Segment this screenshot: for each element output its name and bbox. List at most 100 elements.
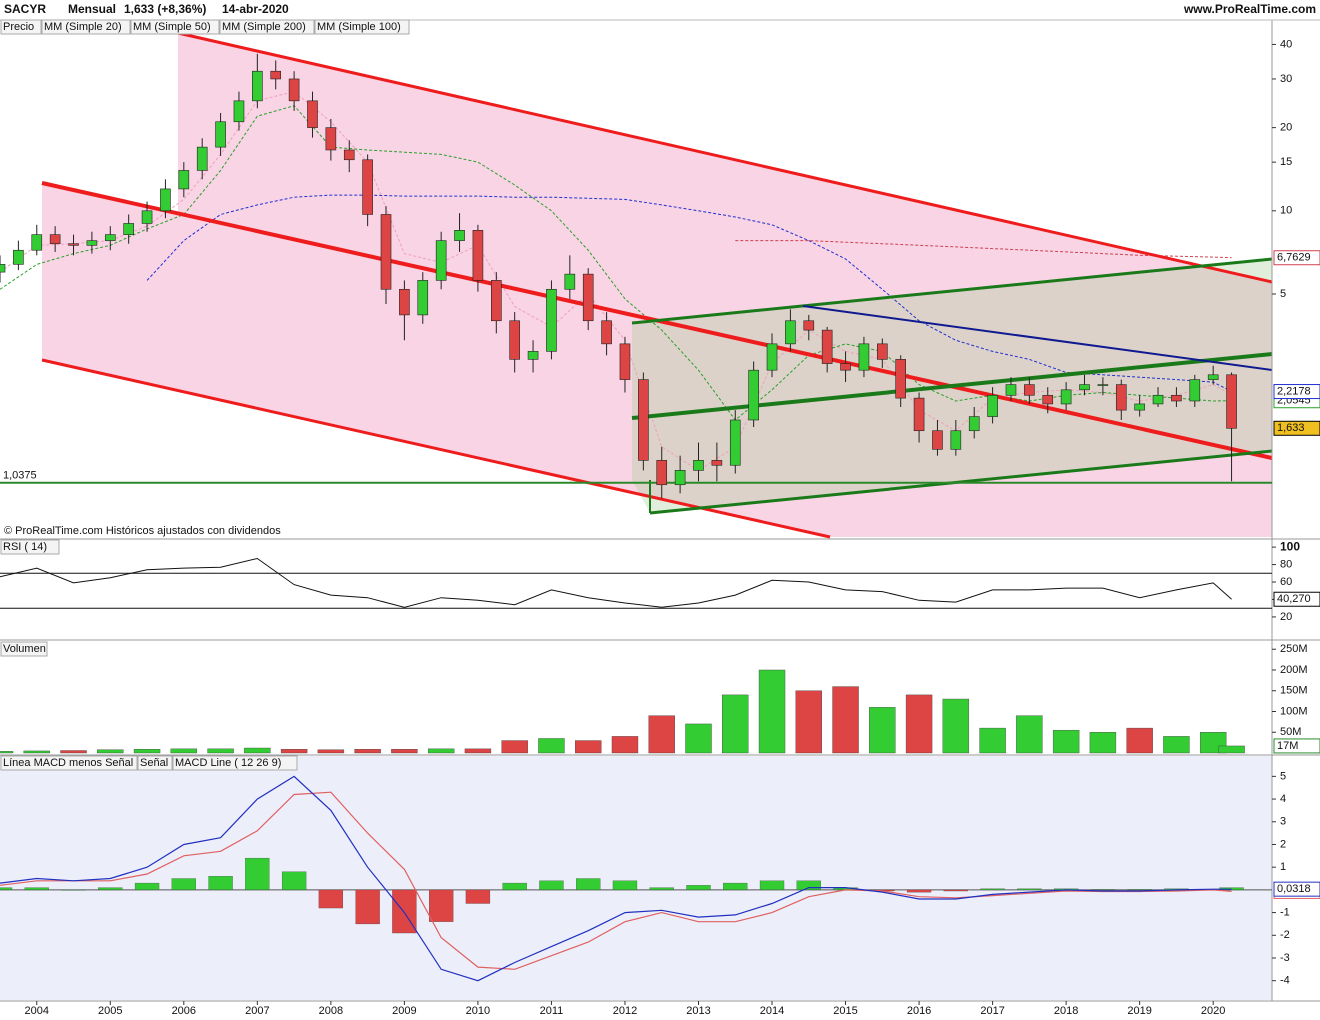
y-tick-label: -4 [1280,975,1290,987]
candle-body [1060,389,1072,405]
y-tick-label: 100 [1280,539,1300,553]
trend-lines [41,31,1273,539]
candle-body [509,320,520,360]
quote: 1,633 (+8,36%) [124,2,206,16]
histogram-bar [906,889,932,893]
candle-body [399,288,410,316]
y-tick-label: 200M [1280,664,1308,676]
candle-body [748,369,759,421]
value-badge [1273,591,1320,607]
y-tick-label: -3 [1280,952,1290,964]
volume-bar [795,690,822,754]
candle-body [252,70,263,102]
legend-item: RSI ( 14) [3,541,47,553]
volume-bar [1126,727,1153,754]
legend-box [41,19,131,35]
volume-bar [648,715,675,754]
legend-box [137,755,173,771]
candle-body [821,329,833,364]
histogram-bar [502,882,527,891]
macd-line [0,775,1232,982]
candle-body [674,470,686,486]
volume-bar [280,749,308,754]
y-tick-label: 10 [1280,205,1292,217]
y-tick-label: 30 [1280,73,1292,85]
macd-line [0,791,1232,970]
y-tick-label: 40 [1280,38,1292,50]
volume-bar [538,738,565,754]
legend-item: MM (Simple 100) [317,21,401,33]
volume-bar [0,751,14,754]
candle-body [932,430,943,450]
value-badge-label: 17M [1277,740,1298,752]
site: www.ProRealTime.com [1183,2,1316,16]
histogram-bar [539,880,564,891]
trend-line [177,31,1273,284]
histogram-bar [318,889,344,909]
volume-bar [905,694,933,754]
value-badge [1273,420,1320,436]
volume-bar [832,686,859,754]
candle-body [196,146,208,171]
legend-box [0,641,48,657]
candle-body [968,416,980,432]
candle-body [380,214,392,290]
value-badge-label: 40,270 [1277,593,1311,605]
value-badge-label: 0,0318 [1277,883,1311,895]
legend-box [314,19,410,35]
histogram-bar [1017,888,1042,891]
value-badge [1273,384,1320,400]
value-badge-label: 1,633 [1277,422,1305,434]
level-label: 1,0375 [3,470,37,482]
value-badge [1273,738,1320,754]
candle-body [68,243,79,246]
candle-body [877,343,888,360]
candle-body [858,343,870,371]
trend-line [631,352,1273,420]
candle-body [31,234,43,251]
x-tick-label: 2018 [1054,1005,1078,1017]
volume-bar [1052,729,1080,754]
macd-background [0,756,1272,1000]
volume-bar [170,748,198,754]
histogram-bar [134,882,160,891]
candle-body [619,343,631,380]
volume-bar [758,669,786,754]
histogram-bar [1127,889,1152,891]
value-badge [1273,881,1320,897]
candle-body [1042,394,1054,405]
volume-bar [133,749,161,754]
y-tick-label: 20 [1280,122,1292,134]
candle-body [233,100,245,123]
legend-box [172,755,298,771]
candle-body [288,78,300,102]
x-tick-label: 2012 [613,1005,637,1017]
candle-body [0,264,6,273]
y-tick-label: -2 [1280,929,1290,941]
volume-bar [1089,732,1117,754]
legend-item: MM (Simple 200) [222,21,306,33]
candle-body [895,359,906,399]
moving-average [146,194,1232,392]
legend-item: MM (Simple 50) [133,21,211,33]
y-tick-label: 80 [1280,558,1292,570]
candle-body [546,288,557,352]
candle-body [454,230,465,241]
candle-body [913,397,925,432]
candle-body [1152,394,1164,405]
y-tick-label: 4 [1280,793,1286,805]
candle-body [803,320,815,331]
trend-line [631,257,1273,325]
x-tick-label: 2006 [172,1005,196,1017]
legend-item: Señal [140,757,168,769]
histogram-bar [686,885,711,891]
x-tick-label: 2011 [540,1005,564,1017]
candle-body [86,240,98,246]
histogram-bar [98,887,123,891]
moving-average [735,240,1232,259]
y-tick-label: 15 [1280,156,1292,168]
candle-body [1005,384,1017,396]
y-tick-label: 50M [1280,726,1301,738]
candle-body [711,460,723,466]
